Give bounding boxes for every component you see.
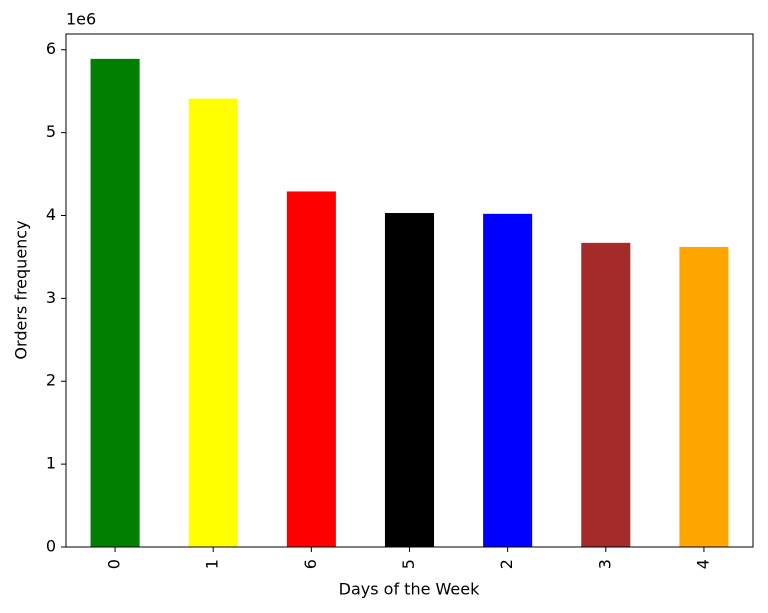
y-tick-label: 4	[46, 205, 56, 224]
x-tick-label: 4	[693, 559, 712, 569]
bar	[188, 98, 238, 547]
bar	[90, 58, 140, 548]
y-tick-label: 2	[46, 371, 56, 390]
x-tick-label: 0	[105, 559, 124, 569]
bar	[679, 246, 729, 548]
x-tick-label: 2	[497, 559, 516, 569]
x-axis-label: Days of the Week	[339, 580, 480, 599]
y-tick-label: 3	[46, 288, 56, 307]
bar	[483, 213, 533, 547]
y-tick-label: 1	[46, 454, 56, 473]
x-tick-label: 3	[595, 559, 614, 569]
x-tick-label: 1	[203, 559, 222, 569]
y-tick-label: 0	[46, 537, 56, 556]
bar	[286, 191, 336, 547]
bar	[384, 213, 435, 548]
plot-frame	[65, 33, 754, 548]
y-tick-label: 6	[46, 39, 56, 58]
x-tick-label: 5	[399, 559, 418, 569]
offset-text: 1e6	[66, 10, 96, 29]
y-tick-label: 5	[46, 122, 56, 141]
y-axis-label: Orders frequency	[12, 220, 31, 359]
x-tick-label: 6	[301, 559, 320, 569]
bar	[581, 242, 631, 547]
